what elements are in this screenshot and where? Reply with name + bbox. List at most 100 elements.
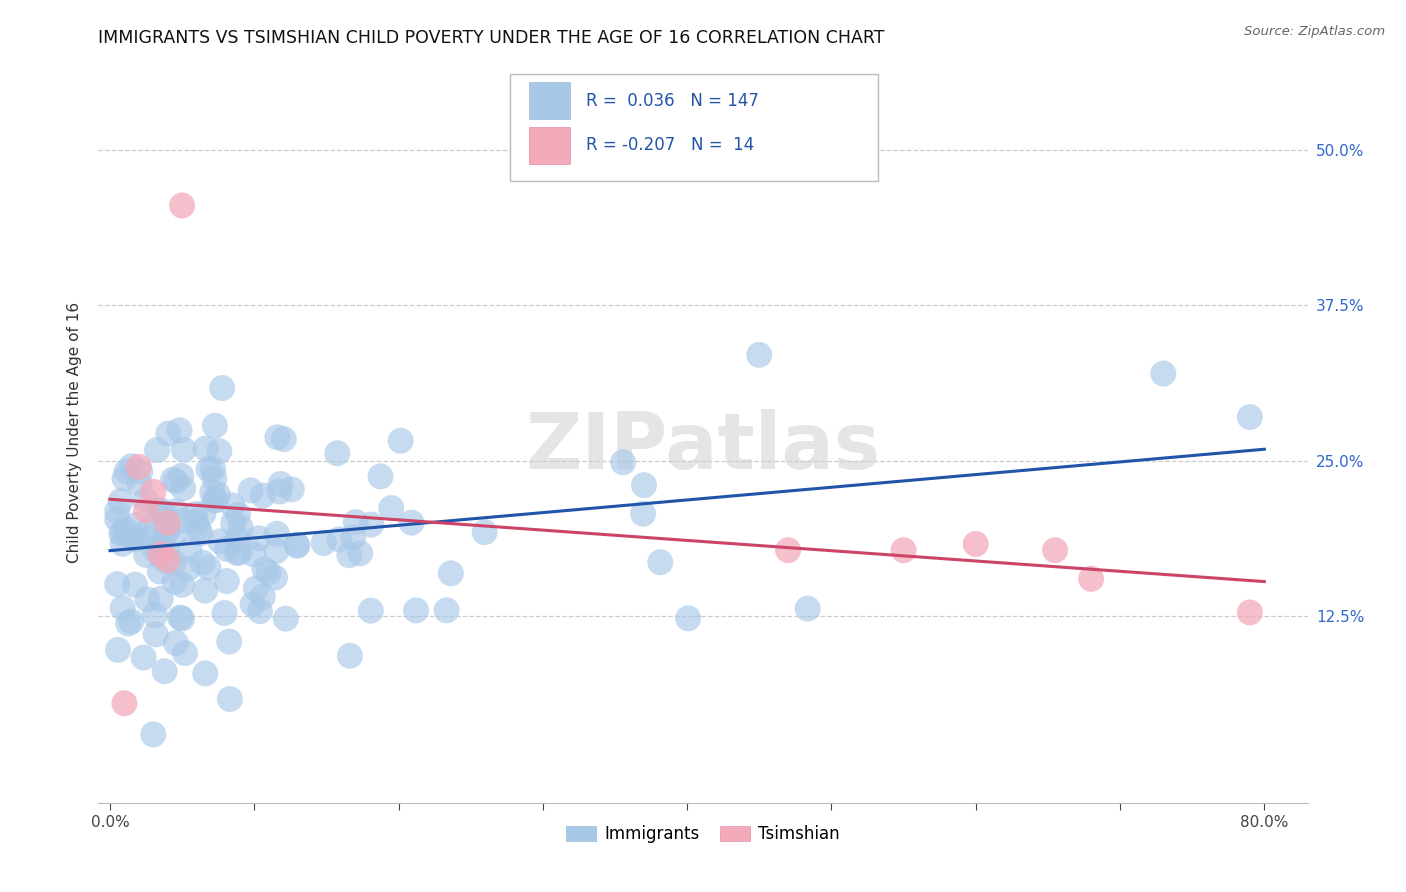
- Legend: Immigrants, Tsimshian: Immigrants, Tsimshian: [560, 819, 846, 850]
- Point: [112, 696, 135, 710]
- Point: [136, 592, 159, 607]
- Point: [107, 643, 129, 657]
- Point: [405, 603, 427, 617]
- Point: [146, 443, 169, 458]
- Point: [121, 531, 143, 545]
- Point: [129, 465, 152, 479]
- Point: [163, 556, 186, 570]
- Point: [148, 504, 170, 518]
- Text: R = -0.207   N =  14: R = -0.207 N = 14: [586, 136, 754, 154]
- Point: [274, 612, 297, 626]
- Point: [242, 547, 264, 561]
- Point: [105, 512, 128, 526]
- Point: [218, 634, 240, 648]
- Point: [204, 418, 226, 433]
- Point: [222, 516, 245, 531]
- Point: [239, 483, 262, 498]
- Point: [285, 538, 308, 552]
- Point: [257, 566, 280, 580]
- Point: [194, 583, 217, 598]
- Point: [148, 541, 170, 556]
- Point: [172, 198, 194, 212]
- Point: [247, 531, 270, 545]
- Point: [110, 526, 132, 541]
- Point: [121, 530, 143, 544]
- Point: [214, 606, 236, 620]
- Point: [270, 477, 292, 491]
- Point: [117, 616, 139, 631]
- Point: [105, 504, 128, 518]
- Point: [217, 541, 239, 556]
- Point: [172, 578, 194, 592]
- Point: [748, 348, 770, 362]
- Point: [893, 543, 915, 558]
- Point: [197, 462, 219, 476]
- Point: [112, 526, 135, 541]
- Point: [124, 578, 146, 592]
- Point: [370, 469, 392, 483]
- Point: [281, 483, 304, 497]
- Point: [165, 475, 187, 489]
- Point: [312, 536, 335, 550]
- Point: [401, 516, 423, 530]
- Y-axis label: Child Poverty Under the Age of 16: Child Poverty Under the Age of 16: [67, 302, 83, 563]
- Point: [142, 484, 165, 499]
- Point: [226, 508, 249, 522]
- Point: [219, 692, 242, 706]
- Point: [269, 484, 291, 499]
- FancyBboxPatch shape: [529, 127, 569, 164]
- Point: [149, 547, 172, 561]
- FancyBboxPatch shape: [509, 73, 879, 181]
- Point: [191, 556, 214, 570]
- Point: [252, 590, 274, 604]
- Point: [226, 532, 249, 546]
- Point: [193, 507, 215, 521]
- Point: [111, 537, 134, 551]
- Point: [165, 504, 187, 518]
- Point: [142, 727, 165, 741]
- Point: [266, 526, 288, 541]
- Point: [149, 591, 172, 606]
- Point: [252, 489, 274, 503]
- Point: [184, 515, 207, 529]
- Point: [187, 522, 209, 536]
- Point: [360, 604, 382, 618]
- Point: [436, 603, 458, 617]
- Point: [135, 503, 157, 517]
- Point: [650, 555, 672, 569]
- Point: [179, 543, 201, 558]
- Point: [245, 582, 267, 596]
- Point: [208, 444, 231, 458]
- Point: [1239, 410, 1261, 425]
- Point: [135, 493, 157, 508]
- Point: [440, 566, 463, 581]
- Point: [174, 646, 197, 660]
- Point: [633, 478, 655, 492]
- Point: [165, 636, 187, 650]
- Point: [111, 601, 134, 615]
- Point: [209, 534, 232, 549]
- Text: R =  0.036   N = 147: R = 0.036 N = 147: [586, 92, 759, 110]
- Point: [149, 565, 172, 579]
- Point: [228, 545, 250, 559]
- Point: [249, 604, 271, 618]
- Point: [266, 430, 288, 444]
- Point: [273, 432, 295, 446]
- Point: [349, 546, 371, 560]
- Point: [380, 501, 402, 516]
- Point: [132, 650, 155, 665]
- Point: [172, 481, 194, 495]
- Point: [326, 446, 349, 460]
- Point: [184, 507, 207, 521]
- Point: [204, 493, 226, 508]
- Point: [173, 442, 195, 457]
- Point: [146, 526, 169, 541]
- Point: [143, 608, 166, 623]
- Point: [128, 477, 150, 491]
- Point: [143, 542, 166, 557]
- Point: [285, 539, 308, 553]
- Point: [197, 560, 219, 574]
- Point: [156, 553, 179, 567]
- Point: [153, 665, 176, 679]
- Point: [1080, 572, 1102, 586]
